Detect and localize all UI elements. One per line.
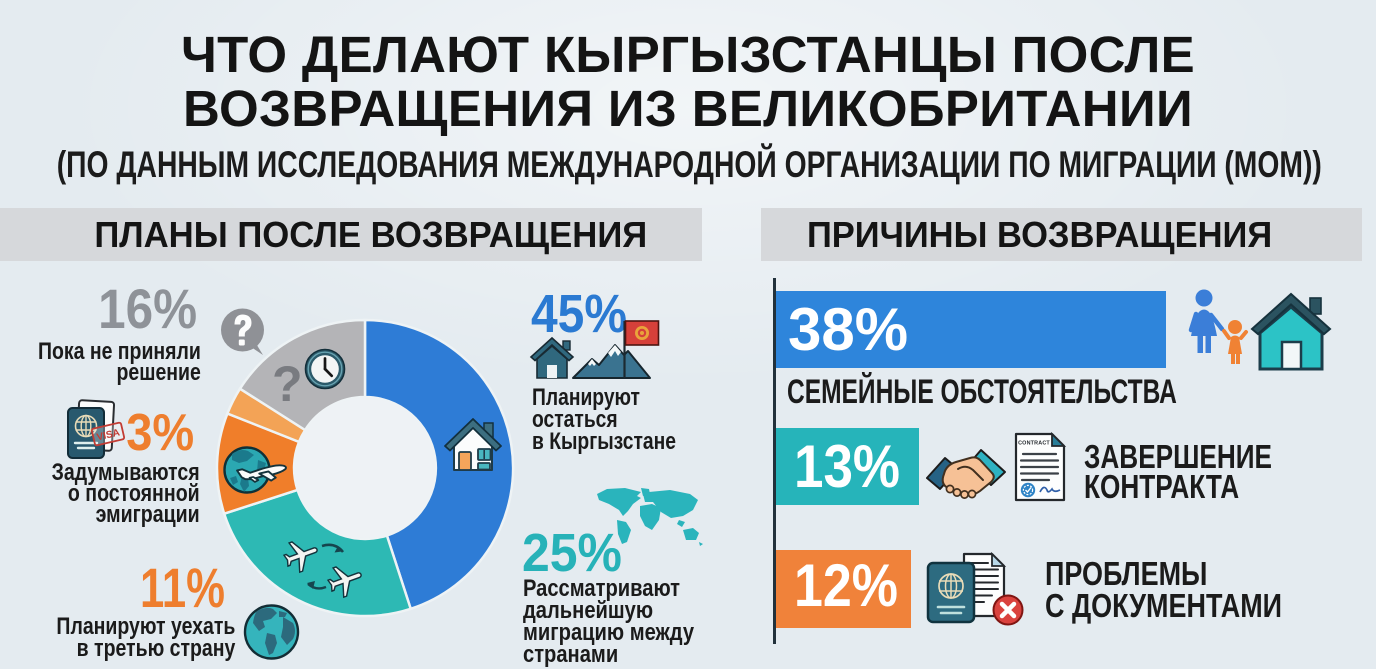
svg-text:VISA: VISA: [96, 427, 121, 443]
svg-text:CONTRACT: CONTRACT: [1018, 441, 1050, 447]
